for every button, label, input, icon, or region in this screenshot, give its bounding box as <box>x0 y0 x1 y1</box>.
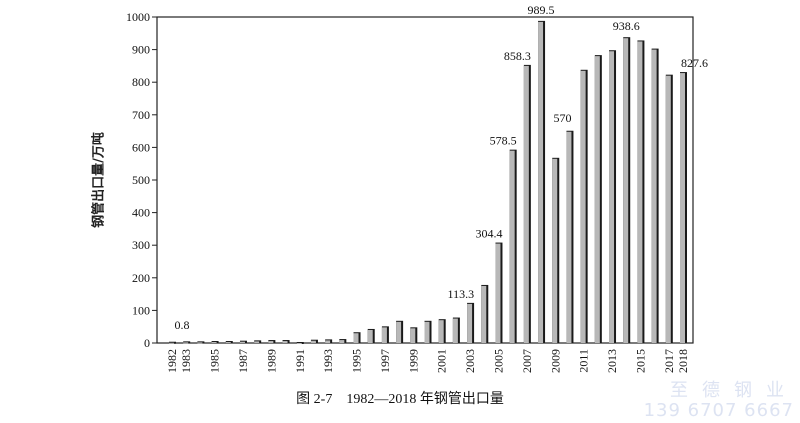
y-tick-label: 100 <box>132 303 150 317</box>
data-label-2018: 827.6 <box>681 56 708 70</box>
x-tick-label: 2017 <box>662 349 676 373</box>
watermark-phone: 139 6707 6667 <box>643 400 794 421</box>
bar-1984 <box>197 342 203 344</box>
data-label-2006: 578.5 <box>490 134 517 148</box>
x-tick-label: 1993 <box>321 349 335 373</box>
bar-1996 <box>367 329 373 343</box>
bar-2018 <box>680 73 685 344</box>
y-tick-label: 900 <box>132 43 150 57</box>
x-tick-label: 2005 <box>491 349 505 373</box>
bar-2005 <box>495 243 501 343</box>
x-tick-label: 2001 <box>435 349 449 373</box>
x-tick-label: 1982 <box>165 349 179 373</box>
bar-2007 <box>523 65 529 344</box>
bar-1983 <box>183 342 189 344</box>
x-tick-label: 2013 <box>605 349 619 373</box>
bar-2010 <box>566 131 572 343</box>
bar-2000 <box>424 321 430 343</box>
bar-2014 <box>623 38 629 343</box>
y-tick-label: 1000 <box>126 10 150 24</box>
y-tick-label: 600 <box>132 140 150 154</box>
data-label-2014: 938.6 <box>613 19 640 33</box>
x-tick-label: 1987 <box>236 349 250 373</box>
y-tick-label: 300 <box>132 238 150 252</box>
bar-1985 <box>211 342 217 344</box>
bar-1993 <box>325 340 331 343</box>
bar-1990 <box>282 341 288 343</box>
bar-2017 <box>665 75 671 344</box>
bar-2016 <box>651 49 657 343</box>
watermark-company: 至德钢业 <box>670 380 798 401</box>
bar-2002 <box>452 318 458 343</box>
bar-1997 <box>381 327 387 343</box>
bar-2001 <box>438 320 444 343</box>
y-tick-label: 700 <box>132 108 150 122</box>
bar-2011 <box>580 70 586 343</box>
x-tick-label: 2015 <box>633 349 647 373</box>
data-label-2003: 113.3 <box>448 287 475 301</box>
y-tick-label: 400 <box>132 206 150 220</box>
y-tick-label: 800 <box>132 75 150 89</box>
data-label-2010: 570 <box>553 111 571 125</box>
bar-1998 <box>396 321 402 343</box>
x-tick-label: 1991 <box>293 349 307 373</box>
x-tick-label: 1989 <box>264 349 278 373</box>
data-label-2005: 304.4 <box>475 227 502 241</box>
bar-1988 <box>254 341 260 343</box>
y-tick-label: 200 <box>132 271 150 285</box>
x-tick-label: 2011 <box>577 349 591 373</box>
bar-1991 <box>296 343 302 344</box>
bar-2008 <box>538 21 544 343</box>
bar-2003 <box>467 303 473 343</box>
x-tick-label: 1995 <box>350 349 364 373</box>
data-label-1982: 0.8 <box>175 318 190 332</box>
bar-1994 <box>339 340 345 343</box>
x-tick-label: 1985 <box>208 349 222 373</box>
bar-1999 <box>410 328 416 343</box>
bar-1989 <box>268 341 274 343</box>
bar-1987 <box>239 341 245 343</box>
data-label-2007: 858.3 <box>504 49 531 63</box>
data-label-2008: 989.5 <box>528 3 555 17</box>
bar-2004 <box>481 285 487 343</box>
bar-2006 <box>509 150 515 343</box>
bar-1992 <box>310 340 316 343</box>
x-tick-label: 1999 <box>406 349 420 373</box>
x-tick-label: 2018 <box>676 349 690 373</box>
bar-2012 <box>594 56 600 344</box>
figure-caption: 图 2-7 1982—2018 年钢管出口量 <box>296 392 504 407</box>
bar-2015 <box>637 41 643 343</box>
bar-1986 <box>225 342 231 344</box>
bar-1982 <box>169 342 174 344</box>
x-tick-label: 2003 <box>463 349 477 373</box>
x-tick-label: 1997 <box>378 349 392 373</box>
y-axis-label: 钢管出口量/万吨 <box>91 132 107 228</box>
bar-2013 <box>609 51 615 343</box>
y-tick-label: 0 <box>144 336 150 350</box>
x-tick-label: 1983 <box>179 349 193 373</box>
x-tick-label: 2009 <box>548 349 562 373</box>
bar-2009 <box>552 158 558 343</box>
bar-1995 <box>353 333 359 343</box>
y-tick-label: 500 <box>132 173 150 187</box>
x-tick-label: 2007 <box>520 349 534 373</box>
